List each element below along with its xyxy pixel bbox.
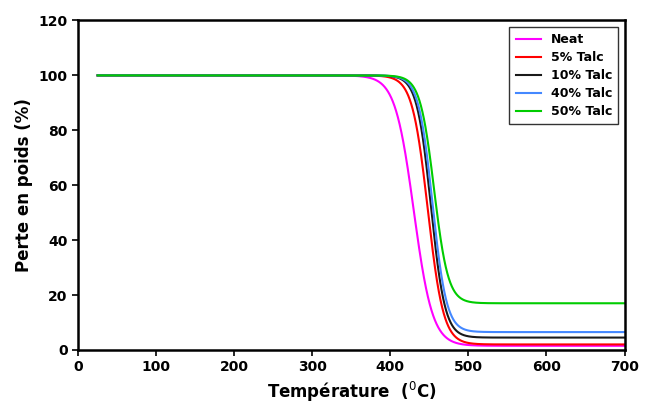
40% Talc: [527, 330, 535, 335]
Neat: [527, 343, 535, 348]
Line: 40% Talc: 40% Talc: [97, 75, 625, 332]
Neat: [94, 73, 101, 78]
50% Talc: [487, 301, 494, 306]
Neat: [409, 207, 417, 212]
50% Talc: [94, 73, 101, 78]
Line: 10% Talc: 10% Talc: [97, 75, 625, 338]
5% Talc: [295, 73, 303, 78]
5% Talc: [436, 297, 444, 302]
10% Talc: [436, 280, 444, 285]
10% Talc: [190, 73, 198, 78]
10% Talc: [621, 335, 628, 340]
5% Talc: [527, 342, 535, 347]
Line: 5% Talc: 5% Talc: [97, 75, 625, 344]
Neat: [295, 73, 303, 78]
Legend: Neat, 5% Talc, 10% Talc, 40% Talc, 50% Talc: Neat, 5% Talc, 10% Talc, 40% Talc, 50% T…: [509, 27, 618, 124]
40% Talc: [621, 330, 628, 335]
X-axis label: Température  ($^{0}$C): Température ($^{0}$C): [267, 380, 436, 404]
10% Talc: [527, 335, 535, 340]
50% Talc: [295, 73, 303, 78]
5% Talc: [94, 73, 101, 78]
50% Talc: [190, 73, 198, 78]
10% Talc: [409, 93, 417, 98]
5% Talc: [487, 342, 494, 347]
10% Talc: [94, 73, 101, 78]
Neat: [190, 73, 198, 78]
40% Talc: [409, 89, 417, 94]
5% Talc: [190, 73, 198, 78]
50% Talc: [409, 85, 417, 90]
Neat: [436, 328, 444, 333]
40% Talc: [94, 73, 101, 78]
40% Talc: [190, 73, 198, 78]
10% Talc: [295, 73, 303, 78]
10% Talc: [487, 335, 494, 340]
Line: 50% Talc: 50% Talc: [97, 75, 625, 303]
40% Talc: [295, 73, 303, 78]
5% Talc: [621, 342, 628, 347]
40% Talc: [436, 266, 444, 271]
5% Talc: [409, 111, 417, 116]
Y-axis label: Perte en poids (%): Perte en poids (%): [15, 98, 33, 272]
50% Talc: [436, 234, 444, 239]
50% Talc: [621, 301, 628, 306]
Neat: [487, 343, 494, 348]
Neat: [621, 343, 628, 348]
50% Talc: [527, 301, 535, 306]
Line: Neat: Neat: [97, 75, 625, 346]
40% Talc: [487, 329, 494, 334]
